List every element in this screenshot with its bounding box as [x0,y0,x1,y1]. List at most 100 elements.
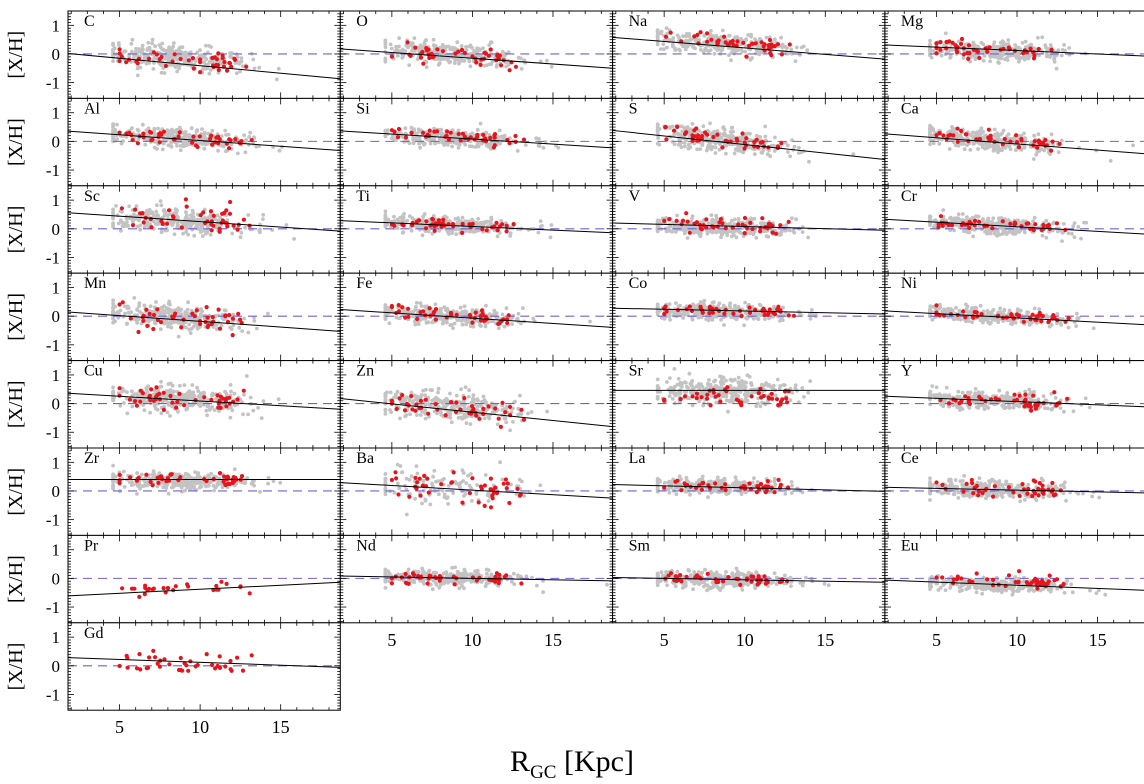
gray-point [389,46,394,51]
gray-point [1108,159,1113,163]
gray-point [670,139,675,144]
gray-point [741,150,746,155]
red-point [119,54,124,59]
gray-point [243,225,248,230]
gray-point [983,141,987,146]
gray-point [737,146,742,151]
gray-point [682,144,687,149]
red-point [470,54,475,59]
red-point [722,34,727,39]
gray-point [134,46,138,51]
red-point [667,217,672,222]
gray-point [432,126,436,131]
red-point [1036,46,1041,52]
gray-point [114,204,118,208]
gray-point [749,216,753,221]
gray-point [788,154,792,159]
element-label: Si [356,100,370,117]
red-point [127,130,132,135]
gray-point [702,33,707,38]
gray-point [714,219,718,224]
gray-point [661,42,666,47]
gray-point [153,133,158,138]
gray-point [155,203,159,208]
gray-point [467,144,472,149]
red-point [775,42,781,47]
gray-point [729,58,733,63]
red-point [172,52,177,57]
red-point [427,55,432,61]
gray-point [172,232,177,237]
element-label: S [629,100,638,117]
gray-point [736,217,741,221]
red-point [507,141,512,146]
red-point [177,130,182,135]
gray-point [754,236,759,240]
gray-point [783,228,788,233]
red-point [742,231,747,236]
y-tick-label: 0 [52,220,61,239]
gray-point [746,131,750,136]
red-point [735,138,740,143]
gray-point [258,230,262,235]
red-point [217,229,222,234]
panel-plot-area [340,209,613,240]
red-point [715,41,720,46]
gray-point [215,213,220,218]
gray-point [523,143,528,147]
gray-point [1022,145,1027,150]
panel-plot-area [68,197,341,241]
gray-point [496,135,501,140]
gray-point [147,45,152,50]
gray-point [1056,48,1061,53]
gray-point [171,221,175,225]
gray-point [175,69,180,74]
gray-point [439,133,444,138]
gray-point [431,214,436,218]
gray-point [1040,233,1045,238]
gray-point [783,141,788,145]
gray-point [173,207,178,212]
gray-point [1022,131,1026,136]
red-point [462,134,467,139]
red-point [767,37,773,43]
gray-point [383,224,388,229]
red-point [758,229,763,234]
red-point [482,50,487,55]
gray-point [411,137,415,142]
red-point [124,60,129,65]
red-point [966,43,972,48]
gray-point [145,137,150,142]
red-point [488,135,493,140]
gray-point [131,217,136,222]
gray-point [759,150,764,155]
gray-point [408,43,413,48]
gray-point [792,230,797,235]
gray-point [951,127,956,132]
gray-point [180,45,185,50]
panel-o: O [339,10,614,99]
gray-point [704,148,709,153]
red-point [141,220,146,225]
red-point [695,32,700,38]
gradient-fit-line [612,222,885,231]
gray-point [169,140,174,145]
red-point [758,140,763,145]
gray-point [979,131,983,136]
gray-point [981,42,986,47]
red-point [423,226,429,231]
red-point [1036,138,1041,143]
gray-point [160,47,165,52]
gray-point [733,35,738,40]
gray-point [181,231,186,236]
gray-point [163,210,168,215]
gray-point [475,46,479,51]
gray-point [538,59,543,64]
red-point [674,218,679,223]
red-point [699,134,705,139]
gray-point [995,44,1000,49]
red-point [671,128,677,133]
gray-point [981,58,986,63]
red-point [460,230,465,235]
gray-point [388,42,393,47]
